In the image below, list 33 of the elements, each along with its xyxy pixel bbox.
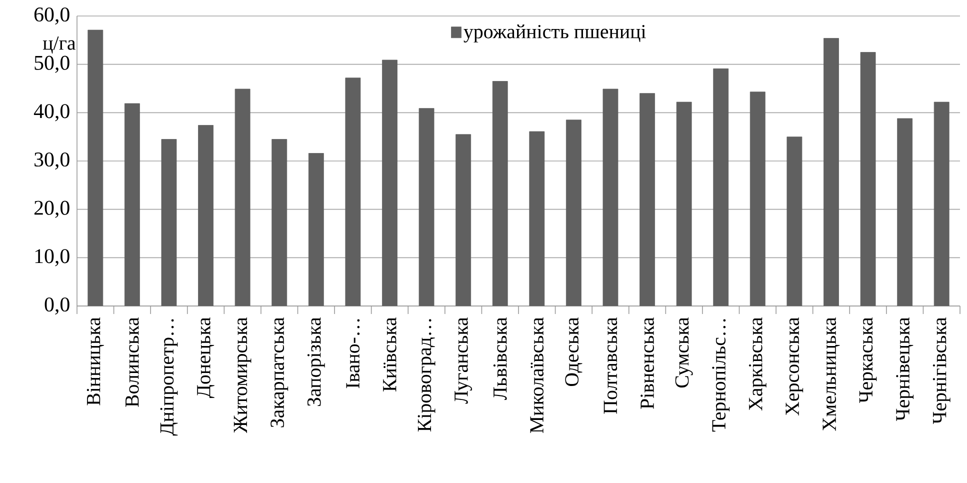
x-tick-label: Луганська <box>454 317 472 404</box>
x-tick-label: Закарпатська <box>270 317 288 428</box>
x-tick-label: Херсонська <box>786 317 804 416</box>
x-tick-label: Дніпропетр… <box>160 319 178 436</box>
x-tick-label: Полтавська <box>604 317 618 414</box>
y-tick-label: 0,0 <box>44 297 70 315</box>
y-tick-label: 40,0 <box>34 104 70 122</box>
x-tick-label: Донецька <box>197 317 214 398</box>
x-tick-label: Одеська <box>565 317 582 386</box>
y-tick-label: 20,0 <box>34 200 70 218</box>
y-tick-label: 50,0 <box>34 56 70 73</box>
y-axis-title: ц/га <box>42 36 76 54</box>
x-tick-label: Вінницька <box>86 317 104 406</box>
y-tick-label: 10,0 <box>35 249 70 266</box>
x-tick-label: Тернопільс… <box>712 319 730 432</box>
y-tick-label: 30,0 <box>34 152 70 170</box>
x-tick-label: Запорізька <box>307 317 325 406</box>
x-tick-label: Львівська <box>493 317 507 400</box>
y-tick-label: 60,0 <box>34 7 70 25</box>
x-tick-label: Чернігівська <box>932 317 950 424</box>
x-tick-label: Рівненська <box>640 317 654 409</box>
x-tick-label: Івано-… <box>346 319 360 388</box>
x-tick-label: Житомирська <box>234 317 252 434</box>
legend-label: урожайність пшениці <box>464 24 646 42</box>
x-tick-label: Сумська <box>675 317 693 388</box>
x-tick-label: Кіровоград… <box>418 319 436 432</box>
x-tick-label: Черкаська <box>859 317 877 404</box>
x-tick-label: Миколаївська <box>530 317 544 434</box>
x-tick-label: Хмельницька <box>822 317 840 431</box>
x-tick-label: Харківська <box>748 317 766 411</box>
x-tick-label: Чернівецька <box>896 317 914 421</box>
x-tick-label: Волинська <box>126 317 139 407</box>
x-tick-label: Київська <box>383 317 396 392</box>
